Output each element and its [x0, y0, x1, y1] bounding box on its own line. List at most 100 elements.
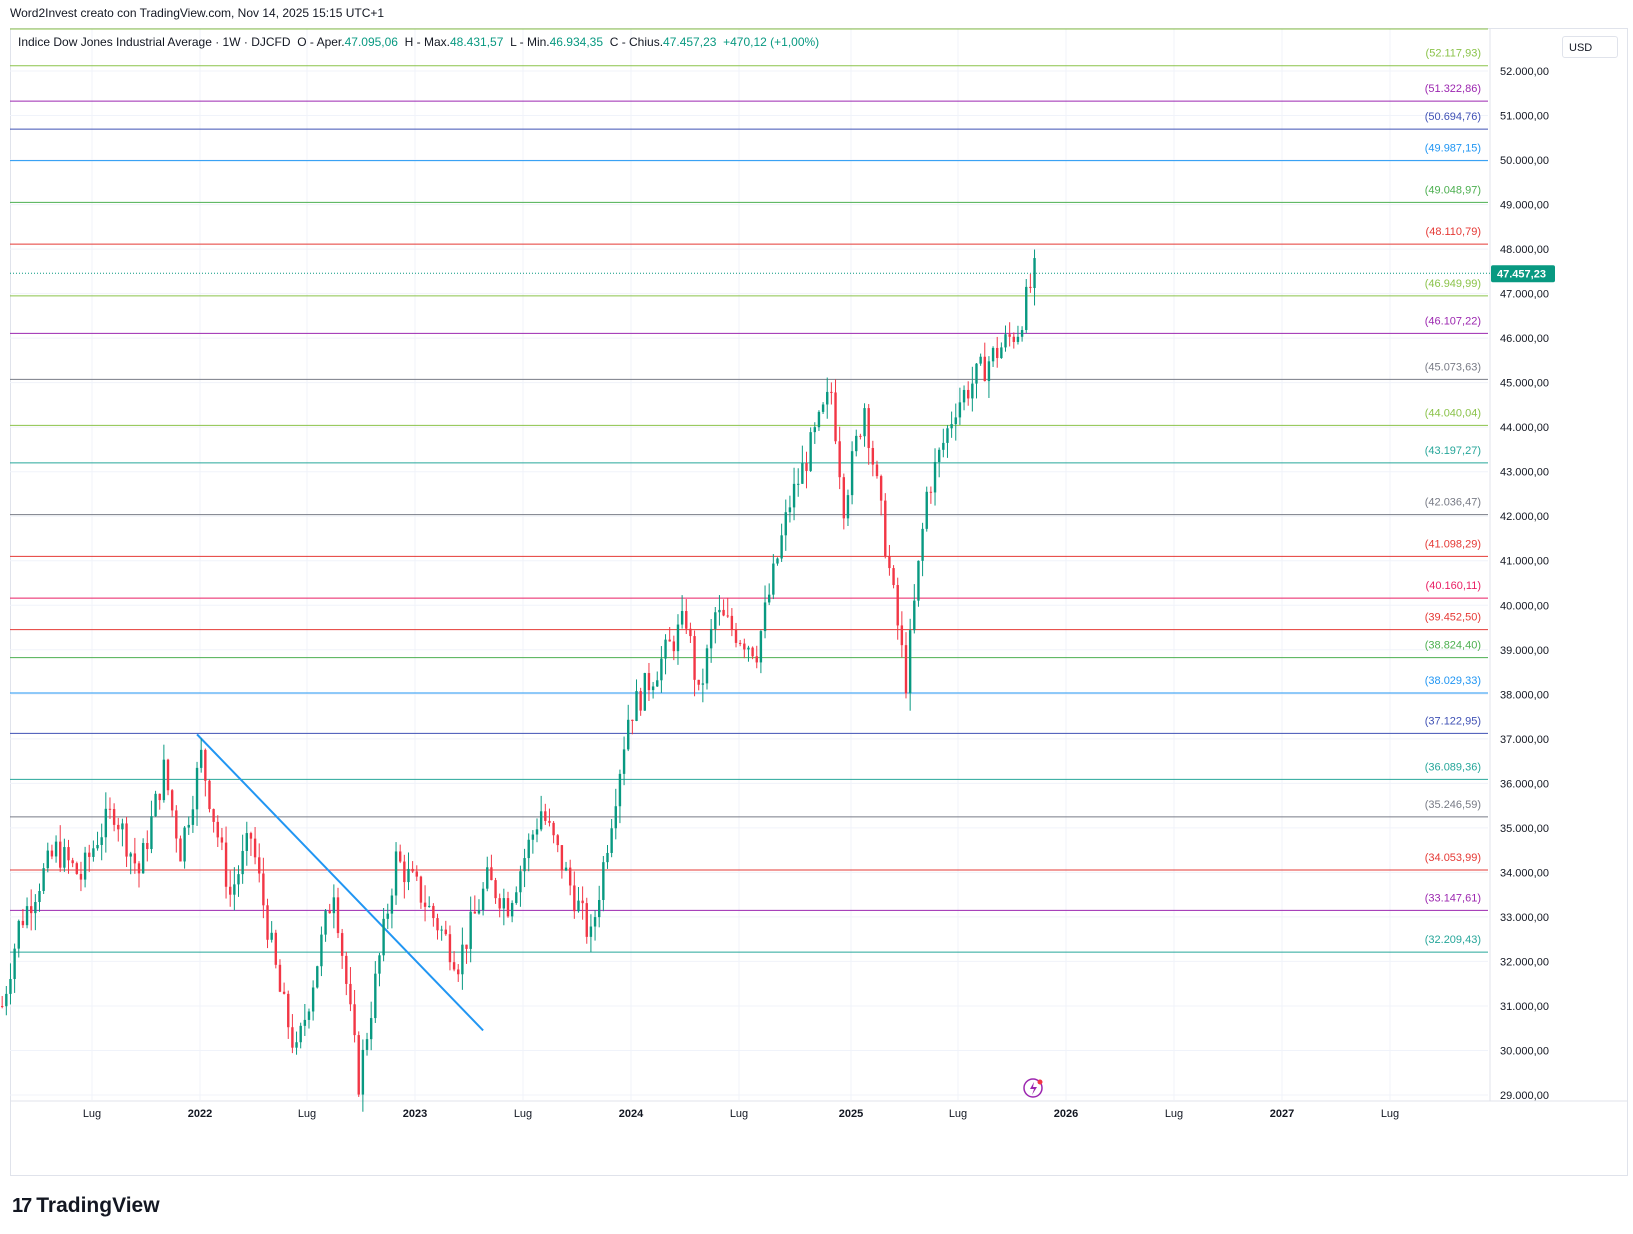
candle-body — [38, 890, 41, 903]
level-label: (50.694,76) — [1425, 111, 1481, 123]
candle-body — [204, 749, 207, 781]
candle-body — [411, 868, 414, 872]
candle-body — [1025, 286, 1028, 330]
level-label: (38.824,40) — [1425, 640, 1481, 652]
x-tick-label: 2023 — [403, 1108, 427, 1120]
y-tick-label: 34.000,00 — [1500, 867, 1549, 879]
candle-body — [618, 773, 622, 807]
candle-body — [112, 809, 116, 825]
level-label: (45.073,63) — [1425, 361, 1481, 373]
candle-body — [1000, 347, 1003, 359]
x-tick-label: 2024 — [619, 1108, 644, 1120]
y-tick-label: 41.000,00 — [1500, 556, 1549, 568]
candle-body — [635, 691, 638, 721]
y-tick-label: 48.000,00 — [1500, 244, 1549, 256]
level-label: (48.110,79) — [1426, 226, 1481, 238]
candle-body — [908, 630, 912, 694]
candle-body — [419, 876, 423, 903]
candle-body — [937, 449, 941, 463]
candle-body — [278, 964, 282, 992]
candle-body — [17, 920, 20, 949]
candle-body — [971, 383, 974, 399]
y-tick-label: 44.000,00 — [1500, 422, 1549, 434]
candle-body — [535, 829, 539, 835]
candle-body — [966, 389, 970, 399]
candle-body — [224, 842, 228, 887]
candle-body — [850, 451, 854, 496]
candle-body — [983, 356, 986, 382]
brand-name: TradingView — [36, 1194, 160, 1217]
candle-body — [403, 861, 406, 883]
candle-body — [0, 1005, 4, 1007]
candle-body — [340, 933, 344, 956]
candle-body — [303, 1019, 307, 1026]
candle-body — [730, 615, 734, 630]
candle-body — [42, 868, 45, 891]
candle-body — [544, 811, 547, 821]
level-label: (41.098,29) — [1425, 538, 1481, 550]
candle-body — [117, 824, 120, 830]
candle-body — [274, 932, 278, 965]
candle-body — [834, 392, 837, 442]
currency-button[interactable]: USD — [1562, 36, 1618, 58]
candle-body — [415, 871, 418, 877]
candle-body — [328, 910, 331, 914]
x-tick-label: Lug — [1381, 1108, 1399, 1120]
candle-body — [531, 834, 535, 840]
candle-body — [249, 833, 253, 839]
x-tick-label: 2022 — [188, 1108, 212, 1120]
candle-body — [726, 615, 729, 617]
x-tick-label: Lug — [298, 1108, 316, 1120]
candle-body — [900, 625, 904, 646]
candle-body — [336, 897, 340, 934]
candle-body — [233, 884, 236, 895]
candle-body — [867, 408, 870, 448]
candle-body — [154, 793, 157, 817]
candle-body — [374, 973, 377, 1019]
candle-body — [950, 424, 953, 429]
candle-body — [282, 991, 286, 994]
level-label: (44.040,04) — [1425, 407, 1481, 419]
candle-body — [676, 624, 680, 652]
x-tick-label: Lug — [514, 1108, 532, 1120]
y-tick-label: 43.000,00 — [1500, 467, 1549, 479]
candle-body — [689, 628, 692, 637]
candle-body — [589, 926, 593, 937]
candle-body — [494, 880, 497, 899]
candle-body — [598, 899, 601, 918]
x-tick-label: Lug — [1165, 1108, 1183, 1120]
candle-body — [797, 483, 800, 485]
candle-body — [772, 563, 775, 595]
candle-body — [568, 867, 572, 886]
high-label: H - Max. — [404, 35, 450, 49]
y-tick-label: 45.000,00 — [1500, 378, 1549, 390]
candle-body — [481, 888, 485, 911]
candle-body — [809, 432, 812, 471]
candle-body — [510, 902, 514, 917]
candle-body — [191, 809, 195, 825]
y-tick-label: 40.000,00 — [1500, 600, 1549, 612]
level-label: (38.029,33) — [1425, 675, 1481, 687]
candle-body — [888, 556, 891, 569]
candle-body — [398, 851, 402, 862]
candle-body — [1008, 334, 1011, 337]
candle-body — [863, 408, 866, 437]
level-label: (52.117,93) — [1426, 48, 1481, 60]
candle-body — [668, 639, 671, 642]
candle-body — [685, 611, 688, 629]
tradingview-logo[interactable]: 17 TradingView — [12, 1194, 160, 1218]
x-tick-label: 2026 — [1054, 1108, 1078, 1120]
candle-body — [253, 838, 257, 858]
y-tick-label: 33.000,00 — [1500, 912, 1549, 924]
candle-body — [21, 920, 25, 926]
lightning-icon[interactable] — [1023, 1078, 1043, 1098]
candle-body — [842, 477, 846, 519]
candle-body — [266, 905, 269, 940]
candle-body — [175, 810, 178, 839]
candle-body — [83, 852, 87, 880]
candle-body — [548, 820, 551, 823]
change-value: +470,12 (+1,00%) — [723, 35, 820, 49]
candle-body — [738, 642, 742, 644]
level-label: (43.197,27) — [1425, 445, 1481, 457]
